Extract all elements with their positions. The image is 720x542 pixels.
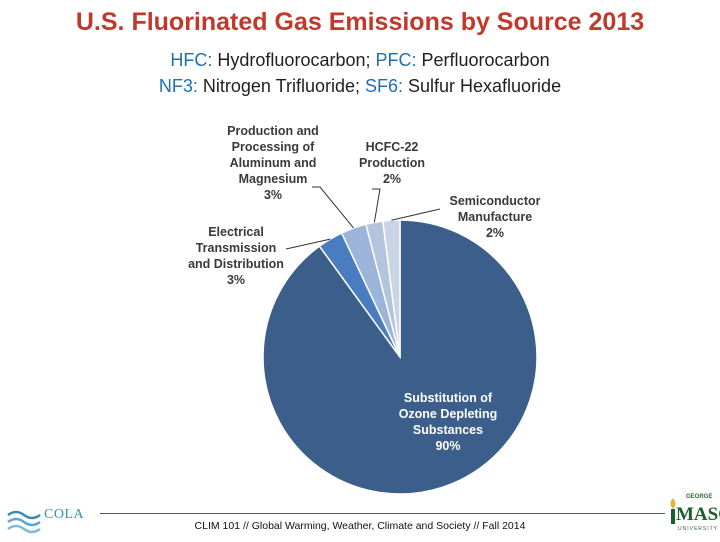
leader-semiconductor — [391, 208, 441, 221]
footer-divider — [100, 513, 665, 514]
leader-electrical-transmission — [285, 238, 331, 250]
mason-logo-top: GEORGE — [686, 494, 713, 500]
def-sf6: Sulfur Hexafluoride — [403, 76, 562, 96]
slice-label-electrical-transmission: Electrical Transmission and Distribution 3% — [188, 225, 284, 287]
wave-icon — [7, 510, 41, 534]
footer-text: CLIM 101 // Global Warming, Weather, Cli… — [194, 520, 526, 532]
leader-hcfc22 — [372, 188, 381, 223]
abbr-nf3: NF3: — [158, 76, 198, 96]
pie-slice-semiconductor — [381, 219, 401, 358]
mason-logo-bottom: UNIVERSITY — [678, 526, 719, 532]
slice-label-hcfc22: HCFC-22 Production 2% — [359, 140, 425, 186]
subtitle-line-1: HFC: Hydrofluorocarbon; PFC: Perfluoroca… — [0, 50, 720, 71]
subtitle-line-2: NF3: Nitrogen Trifluoride; SF6: Sulfur H… — [0, 76, 720, 97]
abbr-hfc: HFC: — [170, 50, 213, 70]
torch-icon — [670, 498, 676, 524]
def-pfc: Perfluorocarbon — [416, 50, 550, 70]
slice-label-ozone-substitutes: Substitution of Ozone Depleting Substances… — [399, 391, 498, 453]
cola-logo-text: COLA — [44, 507, 85, 522]
abbr-pfc: PFC: — [375, 50, 417, 70]
chart-title: U.S. Fluorinated Gas Emissions by Source… — [75, 8, 645, 36]
slice-label-semiconductor: Semiconductor Manufacture 2% — [450, 194, 541, 240]
slice-label-aluminum-magnesium: Production and Processing of Aluminum and M… — [227, 124, 319, 202]
def-hfc: Hydrofluorocarbon; — [212, 50, 376, 70]
mason-logo: GEORGE MASON UNIVERSITY — [666, 494, 720, 540]
leader-aluminum-magnesium — [312, 186, 354, 229]
abbr-sf6: SF6: — [364, 76, 403, 96]
def-nf3: Nitrogen Trifluoride; — [197, 76, 365, 96]
cola-logo: COLA — [6, 503, 96, 537]
mason-logo-name: MASON — [676, 504, 720, 525]
